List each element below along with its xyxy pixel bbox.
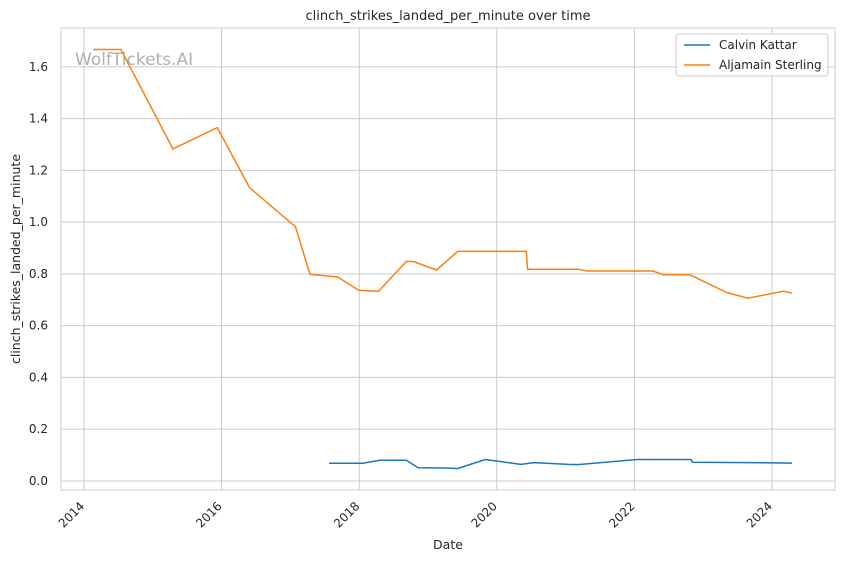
y-tick-label: 1.6 <box>29 60 48 74</box>
y-axis-title: clinch_strikes_landed_per_minute <box>8 154 23 364</box>
legend-box <box>675 33 829 77</box>
plot-frame <box>60 27 836 491</box>
y-tick-label: 1.4 <box>29 112 48 126</box>
y-tick-label: 0.4 <box>29 370 48 384</box>
grid <box>61 28 835 490</box>
legend-label-aljamain-sterling: Aljamain Sterling <box>719 58 822 72</box>
y-tick-label: 0.2 <box>29 422 48 436</box>
x-axis-title: Date <box>433 537 463 552</box>
y-tick-labels: 0.0 0.2 0.4 0.6 0.8 1.0 1.2 1.4 1.6 <box>29 60 48 488</box>
series-line-calvin-kattar <box>329 458 793 470</box>
legend-label-calvin-kattar: Calvin Kattar <box>719 38 797 52</box>
y-tick-label: 1.2 <box>29 163 48 177</box>
chart-title: clinch_strikes_landed_per_minute over ti… <box>305 9 590 24</box>
y-tick-label: 1.0 <box>29 215 48 229</box>
series-lines <box>93 48 793 470</box>
y-tick-label: 0.8 <box>29 267 48 281</box>
legend-items: Calvin Kattar Aljamain Sterling <box>684 38 822 72</box>
watermark: WolfTickets.AI <box>75 50 193 70</box>
y-tick-label: 0.6 <box>29 319 48 333</box>
series-line-aljamain-sterling <box>93 48 793 299</box>
y-tick-label: 0.0 <box>29 474 48 488</box>
legend: Calvin Kattar Aljamain Sterling <box>675 33 829 77</box>
